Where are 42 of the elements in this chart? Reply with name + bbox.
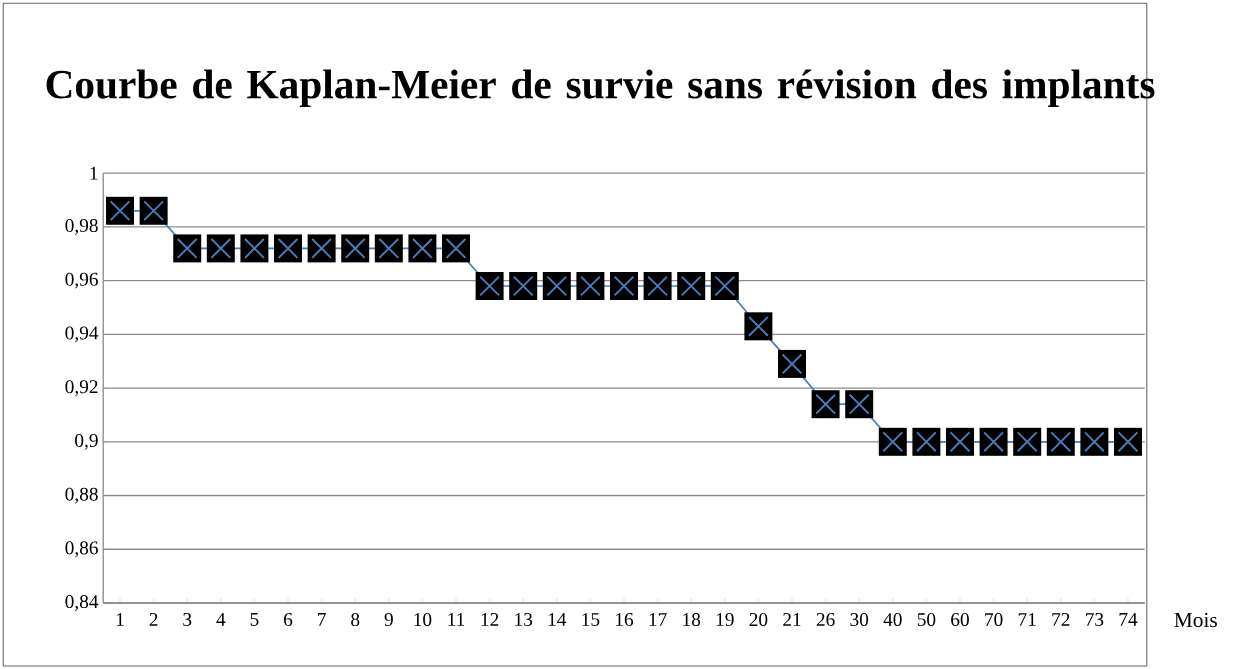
x-tick-label: 72	[1052, 612, 1070, 626]
x-tick-label: 12	[481, 612, 499, 626]
x-tick-label: 40	[883, 612, 902, 626]
x-tick-label: 60	[951, 612, 969, 626]
x-tick-label: 30	[850, 612, 869, 626]
x-tick-label: 74	[1119, 612, 1138, 626]
x-tick-label: 14	[548, 612, 567, 626]
x-tick-label: 5	[250, 612, 259, 626]
x-tick-label: 21	[783, 612, 801, 626]
x-tick-label: 11	[448, 612, 465, 626]
x-tick-label: 1	[116, 612, 124, 626]
x-tick-label: 15	[582, 612, 600, 626]
y-tick-label: 0,96	[65, 272, 98, 289]
x-tick-label: 9	[384, 612, 393, 626]
y-tick-label: 0,94	[65, 326, 99, 343]
x-tick-label: 8	[351, 612, 360, 626]
chart-title: Courbe de Kaplan-Meier de survie sans révision des implants	[46, 69, 1155, 107]
y-tick-label: 0,86	[65, 541, 98, 558]
x-tick-label: 73	[1086, 612, 1104, 626]
y-tick-label: 0,9	[75, 433, 98, 450]
y-tick-label: 0,84	[65, 594, 99, 611]
x-tick-label: 50	[917, 612, 936, 626]
x-axis-title: Mois	[1174, 612, 1217, 628]
x-tick-label: 10	[414, 612, 432, 626]
y-tick-label: 0,92	[65, 380, 98, 396]
x-tick-label: 4	[216, 612, 226, 626]
x-tick-label: 19	[716, 612, 734, 626]
x-tick-label: 13	[515, 612, 533, 626]
x-tick-label: 3	[183, 612, 192, 626]
y-tick-label: 1	[90, 166, 98, 180]
x-tick-label: 70	[985, 612, 1003, 626]
x-tick-label: 16	[616, 612, 634, 626]
x-tick-label: 2	[149, 612, 158, 626]
y-tick-label: 0,98	[65, 218, 98, 235]
x-tick-label: 7	[318, 612, 326, 626]
x-tick-label: 71	[1018, 612, 1036, 626]
y-tick-label: 0,88	[65, 487, 98, 504]
x-tick-label: 17	[649, 612, 667, 626]
x-tick-label: 20	[749, 612, 768, 626]
x-tick-label: 26	[816, 612, 835, 626]
x-tick-label: 18	[683, 612, 701, 626]
x-tick-label: 6	[284, 612, 293, 626]
